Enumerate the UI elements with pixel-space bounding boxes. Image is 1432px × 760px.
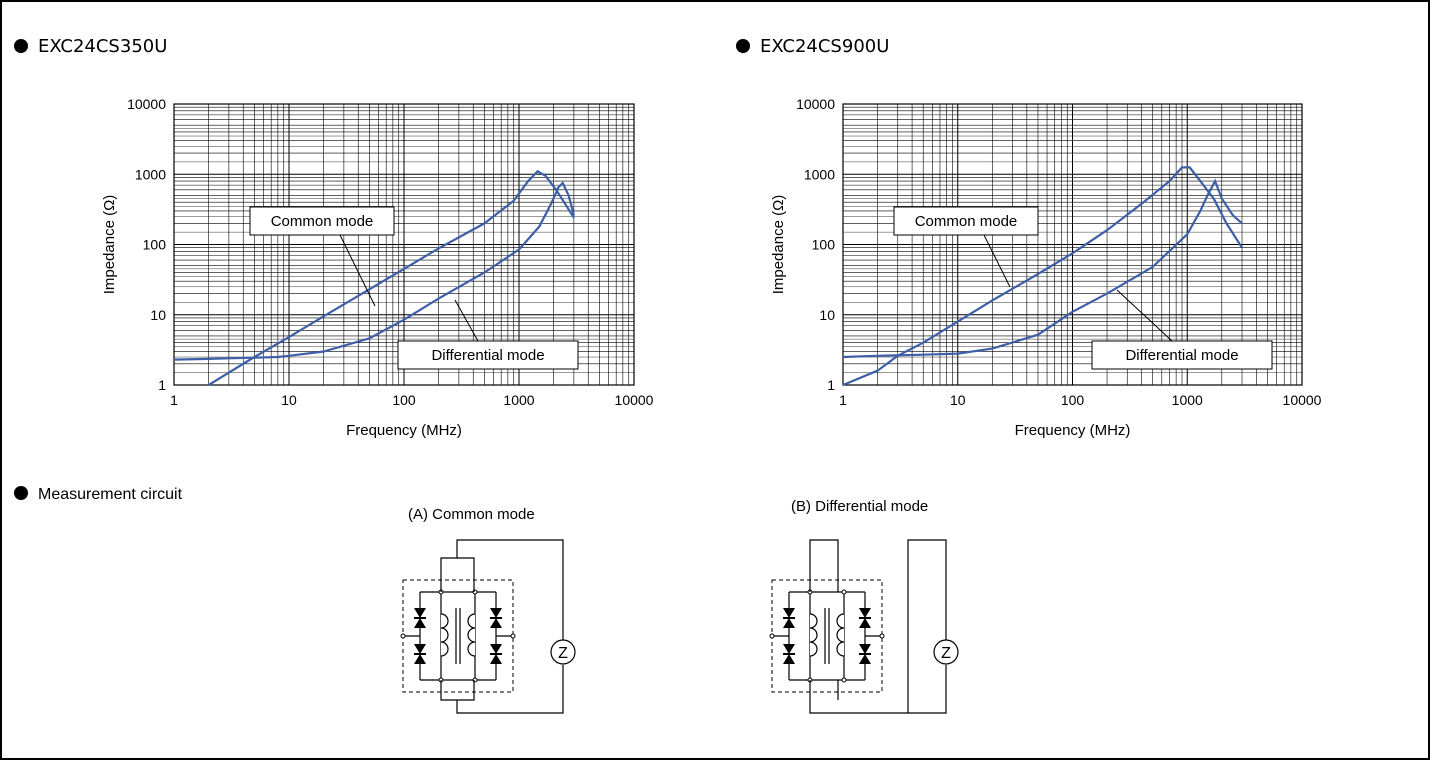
- meter-label: Z: [941, 645, 951, 662]
- impedance-meter-icon: [550, 639, 576, 665]
- annotation-leader: [454, 299, 479, 342]
- common-mode-circuit: Z: [400, 539, 576, 714]
- x-axis-label: Frequency (MHz): [346, 422, 462, 439]
- annotation-box: [249, 206, 395, 236]
- bullet-icon: [14, 39, 28, 53]
- impedance-charts: 1 10 100 1000 10000 1 10 100 1000 10000 Frequency …: [101, 96, 1322, 439]
- x-tick-label: 100: [1061, 392, 1085, 408]
- y-tick-label: 10000: [127, 96, 166, 112]
- differential-mode-circuit-title: (B) Differential mode: [791, 498, 929, 515]
- series-line: [842, 178, 1243, 359]
- x-tick-label: 10: [281, 392, 297, 408]
- bullet-icon: [736, 39, 750, 53]
- differential-mode-circuit: Z: [769, 539, 959, 714]
- bullet-icon: [14, 486, 28, 500]
- plot-frame: [842, 103, 1303, 386]
- measurement-circuits: Z Z: [400, 539, 959, 714]
- common-mode-circuit-title: (A) Common mode: [408, 506, 535, 523]
- x-tick-label: 10: [950, 392, 966, 408]
- y-tick-label: 10: [150, 307, 166, 323]
- y-axis-label: Impedance (Ω): [770, 195, 787, 295]
- y-tick-label: 1: [158, 377, 166, 393]
- part-heading-left: EXC24CS350U: [14, 36, 167, 57]
- impedance-meter-icon: [933, 639, 959, 665]
- y-tick-label: 10: [819, 307, 835, 323]
- x-tick-label: 100: [392, 392, 416, 408]
- series-line: [173, 181, 575, 361]
- part-number: EXC24CS350U: [38, 36, 168, 57]
- y-tick-label: 100: [143, 237, 167, 253]
- part-heading-right: EXC24CS900U: [736, 36, 889, 57]
- x-tick-label: 1000: [503, 392, 534, 408]
- annotation-label: Common mode: [915, 213, 1018, 230]
- annotation-box: [893, 206, 1039, 236]
- annotation-label: Common mode: [271, 213, 374, 230]
- x-tick-label: 10000: [615, 392, 654, 408]
- y-tick-label: 1: [827, 377, 835, 393]
- meter-label: Z: [558, 645, 568, 662]
- part-number: EXC24CS900U: [760, 36, 890, 57]
- measurement-label: Measurement circuit: [38, 486, 183, 503]
- x-axis-label: Frequency (MHz): [1015, 422, 1131, 439]
- y-tick-label: 1000: [135, 166, 166, 182]
- y-tick-label: 10000: [796, 96, 835, 112]
- annotation-label: Differential mode: [1125, 347, 1238, 364]
- annotation-label: Differential mode: [431, 347, 544, 364]
- annotation-leader: [983, 234, 1011, 288]
- x-tick-label: 1000: [1172, 392, 1203, 408]
- y-tick-label: 1000: [804, 166, 835, 182]
- annotation-leader: [339, 234, 376, 307]
- series-line: [208, 169, 575, 386]
- series-line: [842, 166, 1243, 387]
- x-tick-label: 10000: [1283, 392, 1322, 408]
- annotation-box: [1091, 340, 1273, 370]
- x-tick-label: 1: [839, 392, 847, 408]
- measurement-heading: Measurement circuit: [14, 486, 182, 504]
- plot-frame: [173, 103, 635, 386]
- annotation-box: [397, 340, 579, 370]
- y-tick-label: 100: [812, 237, 836, 253]
- y-axis-label: Impedance (Ω): [101, 195, 118, 295]
- annotation-leader: [1116, 289, 1173, 342]
- x-tick-label: 1: [170, 392, 178, 408]
